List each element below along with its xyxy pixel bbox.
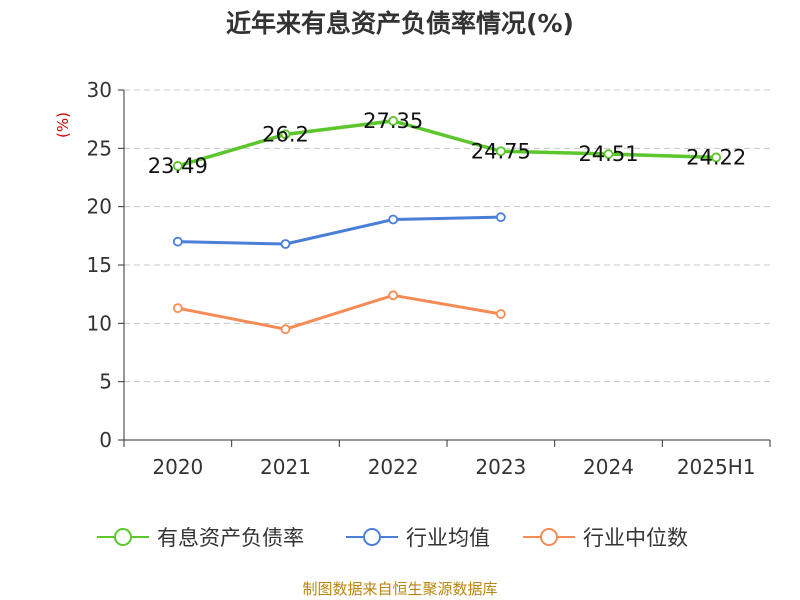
chart-title: 近年来有息资产负债率情况(%) xyxy=(226,9,574,38)
data-label-s1-2022: 27.35 xyxy=(363,109,423,133)
series-line-3 xyxy=(177,293,502,331)
data-label-s1-2023: 24.75 xyxy=(471,139,531,163)
y-tick-label-5: 5 xyxy=(99,370,112,394)
source-footer: 制图数据来自恒生聚源数据库 xyxy=(302,580,498,598)
legend-marker-series3 xyxy=(523,528,575,546)
legend-marker-series1 xyxy=(97,528,149,546)
legend-label-series1: 有息资产负债率 xyxy=(157,526,304,550)
legend-label-series3: 行业中位数 xyxy=(583,526,688,550)
y-tick-label-30: 30 xyxy=(87,78,112,102)
data-point-s3-2022 xyxy=(388,290,399,301)
axes: 0 5 10 15 20 25 30 2020 2021 2022 2023 2024 2025H1 xyxy=(87,78,771,479)
data-point-s1-2024 xyxy=(603,149,614,159)
y-tick-label-20: 20 xyxy=(87,195,112,219)
y-tick-label-0: 0 xyxy=(99,428,112,452)
gridlines xyxy=(124,89,770,383)
data-point-s3-2023 xyxy=(495,309,506,319)
legend-marker-series2 xyxy=(346,528,398,546)
data-label-s1-2025H1: 24.22 xyxy=(686,145,746,169)
data-point-s1-2022 xyxy=(388,116,399,126)
data-label-s1-2021: 26.2 xyxy=(262,122,309,146)
data-point-s1-2025H1 xyxy=(711,152,722,163)
legend-label-series2: 行业均值 xyxy=(406,526,490,550)
legend-item-series1[interactable]: 有息资产负债率 xyxy=(97,520,304,554)
x-tick-label-2024: 2024 xyxy=(583,455,634,479)
series xyxy=(172,116,722,335)
x-tick-label-2022: 2022 xyxy=(368,455,419,479)
data-label-s1-2024: 24.51 xyxy=(578,142,638,166)
x-tick-label-2021: 2021 xyxy=(260,455,311,479)
x-tick-label-2020: 2020 xyxy=(152,455,203,479)
legend-item-series3[interactable]: 行业中位数 xyxy=(523,520,688,554)
data-point-s2-2021 xyxy=(280,239,291,249)
data-point-s1-2021 xyxy=(280,129,291,140)
data-point-s1-2023 xyxy=(495,146,506,157)
data-point-s3-2021 xyxy=(280,324,291,335)
y-tick-label-25: 25 xyxy=(87,136,112,160)
data-point-s2-2020 xyxy=(172,236,183,247)
series-line-2 xyxy=(177,215,501,246)
data-point-s2-2023 xyxy=(495,212,506,223)
y-tick-label-15: 15 xyxy=(87,253,112,277)
legend-item-series2[interactable]: 行业均值 xyxy=(346,520,490,554)
x-tick-label-2025H1: 2025H1 xyxy=(677,455,756,479)
data-point-s3-2020 xyxy=(172,303,183,314)
y-axis-title: (%) xyxy=(54,112,72,138)
data-labels: 23.49 26.2 27.35 24.75 24.51 24.22 xyxy=(148,109,746,178)
x-tick-label-2023: 2023 xyxy=(475,455,526,479)
data-label-s1-2020: 23.49 xyxy=(148,154,208,178)
y-tick-label-10: 10 xyxy=(87,311,112,335)
series-line-1 xyxy=(177,119,717,168)
data-point-s2-2022 xyxy=(388,214,399,225)
data-point-s1-2020 xyxy=(172,161,183,171)
